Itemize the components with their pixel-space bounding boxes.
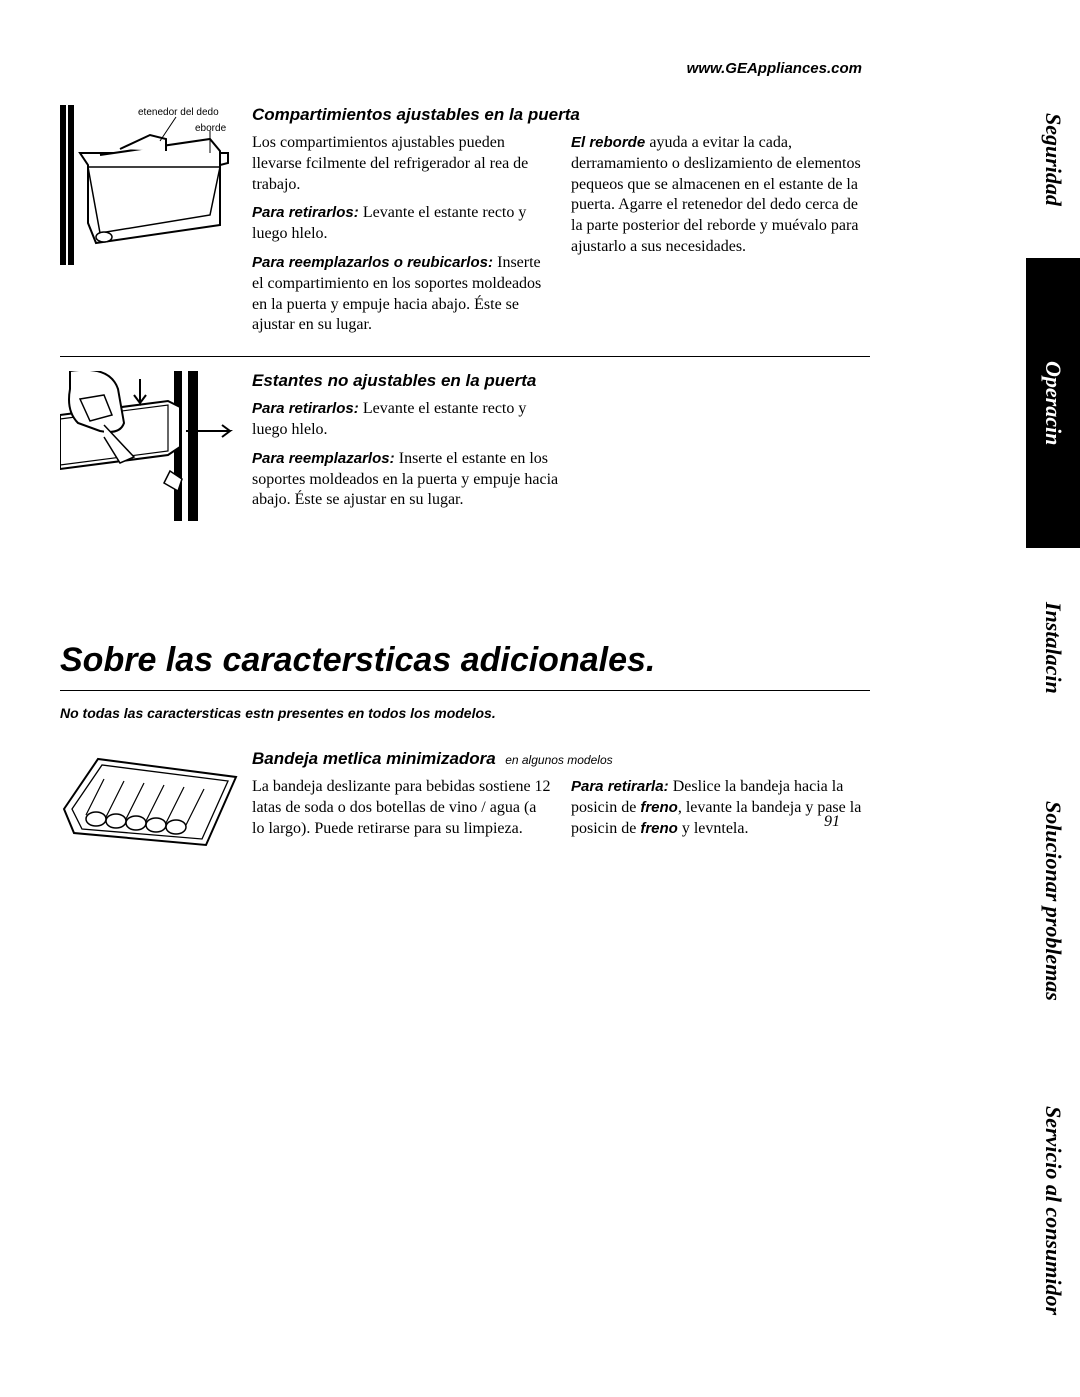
tab-solucionar: Solucionar problemas [1026, 748, 1080, 1053]
shelf-illustration-icon [60, 371, 240, 521]
section1-p2-lead: Para retirarlos: [252, 204, 363, 221]
side-tab-strip: Seguridad Operacin Instalacin Solucionar… [1026, 0, 1080, 1397]
page-subtitle: No todas las caractersticas estn present… [60, 705, 870, 721]
figure-shelf [60, 371, 240, 521]
tab-instalacion-label: Instalacin [1040, 602, 1066, 694]
section2-p1: Para retirarlos: Levante el estante rect… [252, 399, 562, 441]
section-beverage-tray: Bandeja metlica minimizadora en algunos … [60, 749, 870, 859]
tray-illustration-icon [60, 749, 240, 859]
tab-operacion-label: Operacin [1040, 361, 1066, 445]
divider-main [60, 690, 870, 691]
section1-p1: Los compartimientos ajustables pueden ll… [252, 133, 551, 195]
section1-p4-rest: ayuda a evitar la cada, derramamiento o … [571, 134, 861, 255]
section3-p2-c: y levntela. [678, 820, 749, 837]
figure-adjustable-bin: etenedor del dedo eborde [60, 105, 240, 344]
tab-solucionar-label: Solucionar problemas [1040, 801, 1066, 1001]
divider-1 [60, 356, 870, 357]
figure-label-edge: eborde [195, 123, 250, 134]
section1-title: Compartimientos ajustables en la puerta [252, 105, 870, 125]
tab-operacion: Operacin [1026, 258, 1080, 548]
section2-p2: Para reemplazarlos: Inserte el estante e… [252, 449, 562, 511]
section1-p3-lead: Para reemplazarlos o reubicarlos: [252, 254, 497, 271]
section1-p4: El reborde ayuda a evitar la cada, derra… [571, 133, 870, 258]
section3-p2-b1: freno [640, 799, 678, 816]
page-number: 91 [824, 813, 840, 831]
figure-tray [60, 749, 240, 859]
section3-p2-lead: Para retirarla: [571, 778, 673, 795]
section2-p2-lead: Para reemplazarlos: [252, 450, 399, 467]
section2-p1-lead: Para retirarlos: [252, 400, 363, 417]
tab-seguridad: Seguridad [1026, 60, 1080, 258]
section3-title: Bandeja metlica minimizadora en algunos … [252, 749, 870, 769]
section-adjustable-bins: etenedor del dedo eborde Compartimientos… [60, 105, 870, 344]
section-nonadjustable-shelves: Estantes no ajustables en la puerta Para… [60, 371, 870, 521]
section1-p3: Para reemplazarlos o reubicarlos: Insert… [252, 253, 551, 336]
header-url: www.GEAppliances.com [60, 60, 870, 77]
section1-p2: Para retirarlos: Levante el estante rect… [252, 203, 551, 245]
section3-title-main: Bandeja metlica minimizadora [252, 749, 496, 768]
tab-servicio-label: Servicio al consumidor [1040, 1106, 1066, 1315]
figure-label-finger-retainer: etenedor del dedo [138, 107, 228, 118]
page-title: Sobre las caractersticas adicionales. [60, 641, 870, 680]
section2-title: Estantes no ajustables en la puerta [252, 371, 870, 391]
section3-p2-b2: freno [640, 820, 678, 837]
section1-p4-lead: El reborde [571, 134, 649, 151]
tab-servicio: Servicio al consumidor [1026, 1053, 1080, 1368]
section3-title-sub: en algunos modelos [505, 753, 612, 767]
tab-seguridad-label: Seguridad [1040, 113, 1066, 206]
section3-p1: La bandeja deslizante para bebidas sosti… [252, 777, 551, 839]
tab-instalacion: Instalacin [1026, 548, 1080, 748]
